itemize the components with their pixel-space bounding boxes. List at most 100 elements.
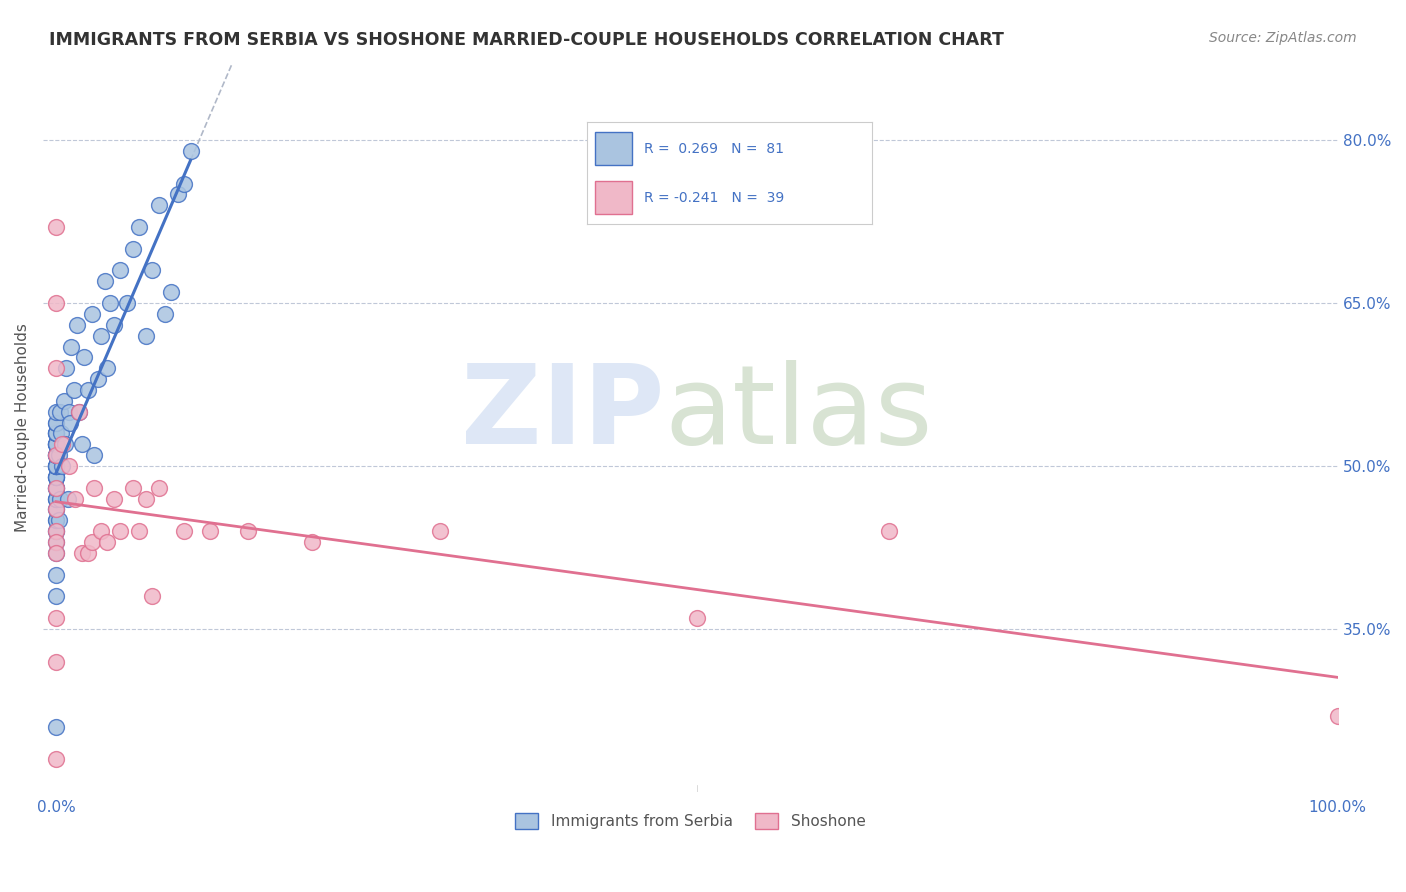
Point (67, 405, 90, 419)
Text: atlas: atlas (665, 360, 934, 467)
Point (148, 198, 170, 212)
Point (45, 426, 67, 441)
Text: Source: ZipAtlas.com: Source: ZipAtlas.com (1209, 31, 1357, 45)
Point (45, 448, 67, 462)
Point (45, 470, 67, 484)
Point (45, 416, 67, 430)
Legend: Immigrants from Serbia, Shoshone: Immigrants from Serbia, Shoshone (509, 807, 872, 835)
Point (45, 546, 67, 560)
Point (45, 458, 67, 473)
Point (45, 361, 67, 376)
Point (52, 393, 75, 408)
Point (70, 546, 93, 560)
Point (77, 383, 100, 397)
Point (108, 524, 131, 539)
Y-axis label: Married-couple Households: Married-couple Households (15, 324, 30, 533)
Point (45, 720, 67, 734)
Point (128, 524, 150, 539)
Point (63, 383, 86, 397)
Point (45, 546, 67, 560)
Point (45, 481, 67, 495)
Point (45, 481, 67, 495)
Point (45, 567, 67, 582)
Point (49, 426, 72, 441)
Point (135, 328, 157, 343)
Point (135, 491, 157, 506)
Point (55, 361, 77, 376)
Point (48, 448, 70, 462)
Point (45, 458, 67, 473)
Point (301, 535, 323, 549)
Point (87, 372, 110, 386)
Point (45, 470, 67, 484)
Point (45, 426, 67, 441)
Point (90, 524, 112, 539)
Point (45, 513, 67, 527)
Point (45, 416, 67, 430)
Point (45, 491, 67, 506)
Point (45, 448, 67, 462)
Point (103, 491, 125, 506)
Text: IMMIGRANTS FROM SERBIA VS SHOSHONE MARRIED-COUPLE HOUSEHOLDS CORRELATION CHART: IMMIGRANTS FROM SERBIA VS SHOSHONE MARRI… (49, 31, 1004, 49)
Point (51, 458, 73, 473)
Point (45, 491, 67, 506)
Point (45, 590, 67, 604)
Point (45, 502, 67, 516)
Point (59, 416, 82, 430)
Point (128, 220, 150, 235)
Point (80, 307, 103, 321)
Point (80, 535, 103, 549)
Point (77, 546, 100, 560)
Point (153, 307, 176, 321)
Point (48, 513, 70, 527)
Point (45, 491, 67, 506)
Point (45, 426, 67, 441)
Point (83, 481, 105, 495)
Point (96, 361, 118, 376)
Point (45, 448, 67, 462)
Point (70, 437, 93, 451)
Point (83, 448, 105, 462)
Point (60, 339, 83, 353)
Point (45, 437, 67, 451)
Point (96, 535, 118, 549)
Point (45, 524, 67, 539)
Point (148, 481, 170, 495)
Point (173, 177, 195, 191)
Point (45, 524, 67, 539)
Point (45, 535, 67, 549)
Point (58, 405, 80, 419)
Point (160, 285, 183, 300)
Point (122, 242, 145, 256)
Point (45, 611, 67, 625)
Point (53, 437, 76, 451)
Point (115, 296, 138, 310)
Point (56, 491, 79, 506)
Point (45, 513, 67, 527)
Point (45, 535, 67, 549)
Point (45, 437, 67, 451)
Text: ZIP: ZIP (461, 360, 665, 467)
Point (45, 437, 67, 451)
Point (166, 187, 188, 202)
Point (67, 405, 90, 419)
Point (45, 426, 67, 441)
Point (93, 274, 115, 288)
Point (122, 481, 145, 495)
Point (45, 437, 67, 451)
Point (73, 351, 96, 365)
Point (49, 405, 72, 419)
Point (45, 448, 67, 462)
Point (198, 524, 221, 539)
Point (65, 491, 87, 506)
Point (429, 524, 451, 539)
Point (180, 144, 202, 158)
Point (45, 405, 67, 419)
Point (141, 263, 163, 277)
Point (173, 524, 195, 539)
Point (65, 318, 87, 332)
Point (45, 458, 67, 473)
Point (108, 263, 131, 277)
Point (45, 448, 67, 462)
Point (45, 220, 67, 235)
